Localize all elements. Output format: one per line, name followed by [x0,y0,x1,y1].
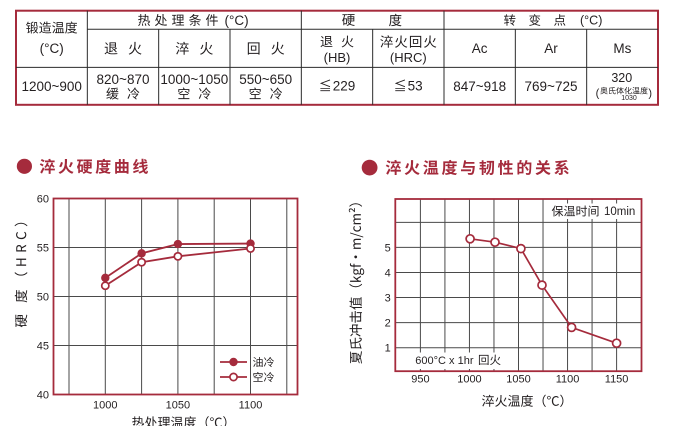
svg-text:): ) [648,87,652,99]
svg-text:40: 40 [37,389,49,401]
svg-text:320: 320 [611,71,632,85]
svg-text:1050: 1050 [506,373,530,385]
svg-text:(HB): (HB) [324,50,351,65]
svg-text:1000: 1000 [93,400,117,412]
svg-text:1150: 1150 [605,373,629,385]
svg-text:10min: 10min [604,206,635,218]
svg-text:(°C): (°C) [40,41,64,56]
svg-text:45: 45 [37,340,49,352]
svg-text:Ac: Ac [472,41,488,56]
svg-text:(HRC): (HRC) [390,50,427,65]
svg-text:60: 60 [37,193,49,205]
svg-text:1100: 1100 [556,373,580,385]
svg-text:53: 53 [408,78,423,93]
svg-text:950: 950 [411,373,429,385]
svg-text:1: 1 [385,343,391,355]
svg-text:(: ( [596,87,600,99]
svg-text:769~725: 769~725 [525,79,578,94]
svg-text:Ar: Ar [544,41,558,56]
svg-text:1100: 1100 [239,400,263,412]
svg-text:3: 3 [385,292,391,304]
svg-text:4: 4 [385,267,391,279]
svg-text:55: 55 [37,242,49,254]
svg-text:1000: 1000 [457,373,481,385]
svg-text:1030: 1030 [621,95,637,102]
svg-text:600°C x 1hr: 600°C x 1hr [415,355,474,367]
svg-text:Ms: Ms [613,41,631,56]
svg-text:847~918: 847~918 [453,79,506,94]
svg-text:2: 2 [385,318,391,330]
svg-text:(°C): (°C) [580,13,602,27]
svg-text:1200~900: 1200~900 [21,79,81,94]
svg-text:1050: 1050 [166,400,190,412]
svg-text:229: 229 [333,78,356,93]
svg-text:5: 5 [385,242,391,254]
svg-text:(°C): (°C) [225,13,249,28]
svg-text:50: 50 [37,291,49,303]
svg-text:820~870: 820~870 [97,72,150,87]
svg-text:550~650: 550~650 [239,72,292,87]
svg-text:1000~1050: 1000~1050 [160,72,228,87]
